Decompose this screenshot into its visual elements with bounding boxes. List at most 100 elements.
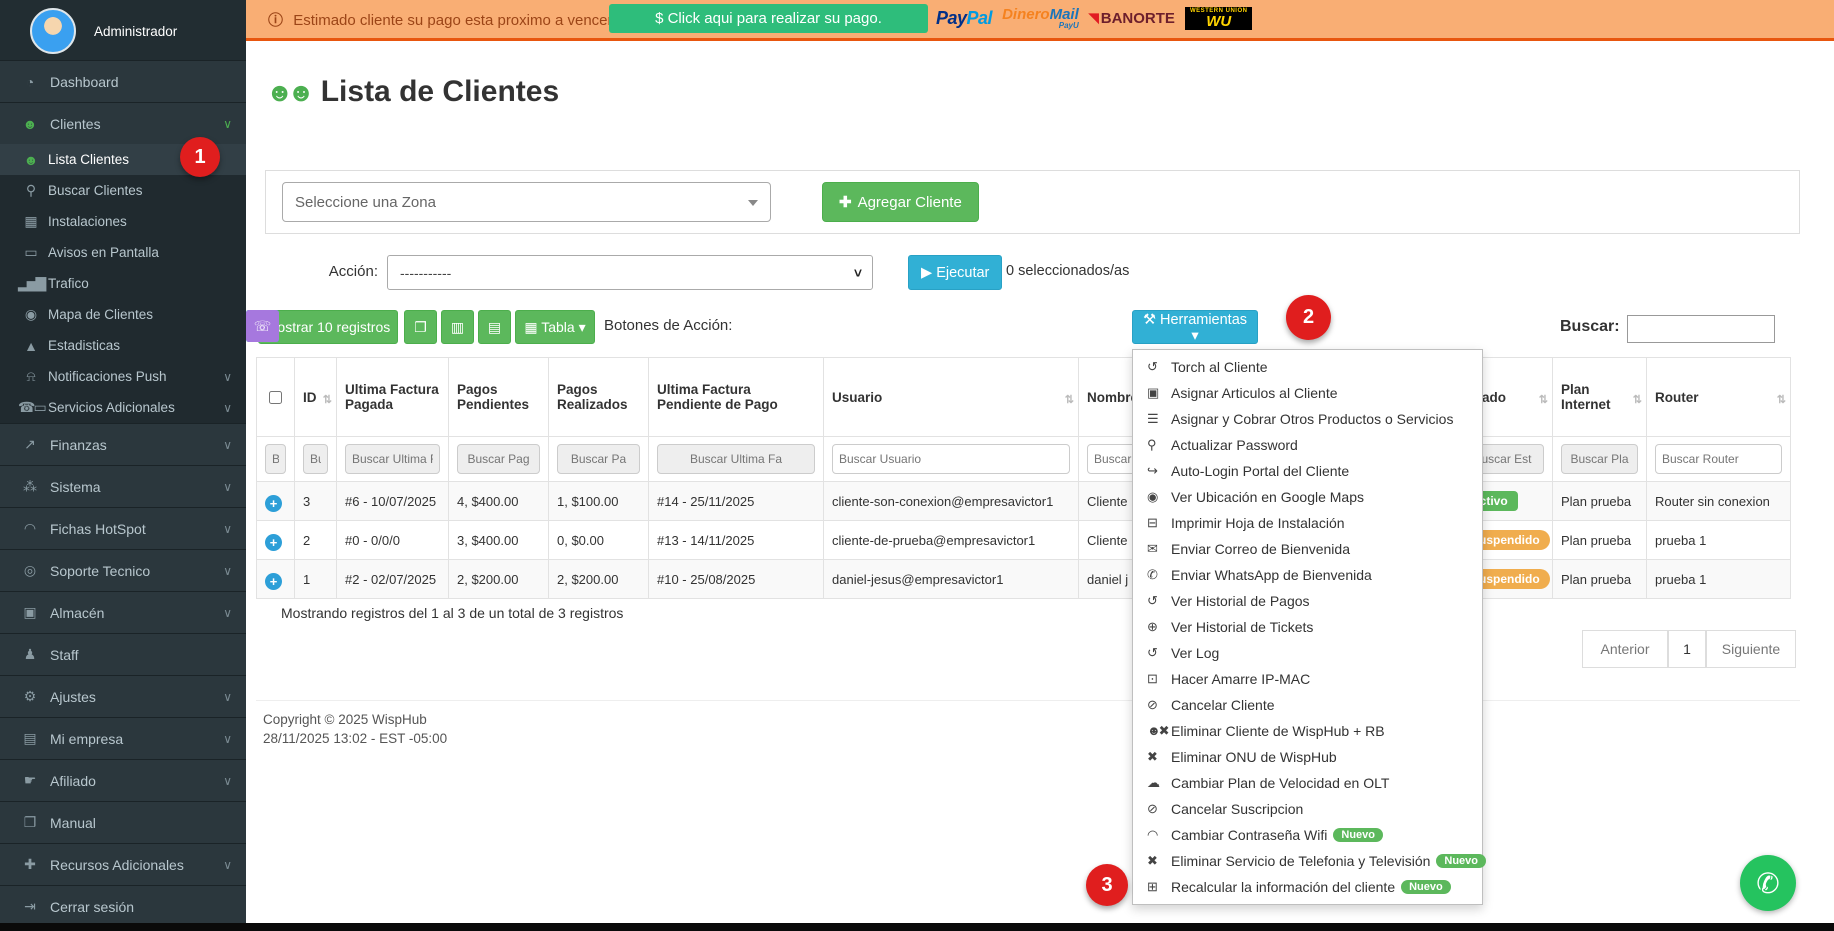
menu-item[interactable]: ☰ Asignar y Cobrar Otros Productos o Ser…: [1133, 406, 1482, 432]
records-summary: Mostrando registros del 1 al 3 de un tot…: [281, 605, 624, 621]
menu-item[interactable]: ↺ Torch al Cliente: [1133, 354, 1482, 380]
menu-item[interactable]: ⊟ Imprimir Hoja de Instalación: [1133, 510, 1482, 536]
export-doc-button[interactable]: ▤: [478, 310, 511, 344]
column-filter-input[interactable]: [832, 444, 1070, 474]
execute-button[interactable]: ▶ Ejecutar: [908, 255, 1003, 290]
sidebar-item[interactable]: ▣ Almacén ∨: [0, 591, 246, 633]
expand-row-button[interactable]: +: [265, 572, 282, 590]
sidebar-item[interactable]: ◔ Dashboard: [0, 60, 246, 102]
menu-item[interactable]: ☻✖ Eliminar Cliente de WispHub + RB: [1133, 718, 1482, 744]
menu-item[interactable]: ⊘ Cancelar Suscripcion: [1133, 796, 1482, 822]
sort-icon[interactable]: ⇅: [1776, 394, 1786, 406]
menu-item[interactable]: ↪ Auto-Login Portal del Cliente: [1133, 458, 1482, 484]
sidebar-item-label: Dashboard: [50, 73, 119, 90]
sidebar-item[interactable]: ◠ Fichas HotSpot ∨: [0, 507, 246, 549]
sidebar-item[interactable]: ⚙ Ajustes ∨: [0, 675, 246, 717]
nuevo-badge: Nuevo: [1401, 880, 1451, 894]
phone-button[interactable]: ☏: [246, 310, 279, 342]
pagination-prev[interactable]: Anterior: [1582, 630, 1668, 668]
sidebar-item[interactable]: ♟ Staff: [0, 633, 246, 675]
menu-item[interactable]: ◠ Cambiar Contraseña Wifi Nuevo: [1133, 822, 1482, 848]
column-header[interactable]: Usuario ⇅: [823, 357, 1079, 437]
sort-icon[interactable]: ⇅: [322, 394, 332, 406]
column-header[interactable]: ID ⇅: [294, 357, 337, 437]
column-filter-input[interactable]: [657, 444, 815, 474]
menu-item[interactable]: ↺ Ver Log: [1133, 640, 1482, 666]
menu-item[interactable]: ⊞ Recalcular la información del cliente …: [1133, 874, 1482, 900]
sidebar-item-label: Staff: [50, 646, 79, 663]
chevron-down-icon: ∨: [223, 773, 232, 788]
menu-item-label: Imprimir Hoja de Instalación: [1171, 515, 1345, 531]
menu-item[interactable]: ⊡ Hacer Amarre IP-MAC: [1133, 666, 1482, 692]
menu-item[interactable]: ☁ Cambiar Plan de Velocidad en OLT: [1133, 770, 1482, 796]
bottom-strip: [0, 923, 1834, 931]
sidebar-item[interactable]: ❐ Manual: [0, 801, 246, 843]
table-view-button[interactable]: ▦ Tabla ▾: [515, 310, 595, 344]
sidebar-item[interactable]: ⁂ Sistema ∨: [0, 465, 246, 507]
column-filter-input[interactable]: [1655, 444, 1782, 474]
column-header[interactable]: Ultima Factura Pagada: [336, 357, 449, 437]
sort-icon[interactable]: ⇅: [1538, 394, 1548, 406]
column-filter-input[interactable]: [303, 444, 328, 474]
sidebar-item[interactable]: ▦ Instalaciones: [0, 206, 246, 237]
copyright: Copyright © 2025 WispHub: [263, 712, 427, 727]
column-filter-input[interactable]: [557, 444, 640, 474]
sidebar-item[interactable]: ▤ Mi empresa ∨: [0, 717, 246, 759]
sidebar-item[interactable]: ◎ Soporte Tecnico ∨: [0, 549, 246, 591]
sidebar-item[interactable]: ↗ Finanzas ∨: [0, 423, 246, 465]
menu-item[interactable]: ✖ Eliminar Servicio de Telefonia y Telev…: [1133, 848, 1487, 874]
server-datetime: 28/11/2025 13:02 - EST -05:00: [263, 731, 448, 746]
sidebar-item[interactable]: ⚲ Buscar Clientes: [0, 175, 246, 206]
sidebar-item[interactable]: ⍾ Notificaciones Push ∨: [0, 361, 246, 392]
export-excel-button[interactable]: ▥: [441, 310, 474, 344]
sidebar-item[interactable]: ☻ Clientes ∨: [0, 102, 246, 144]
annotation-step-3: 3: [1086, 864, 1128, 906]
sidebar-item[interactable]: ⇥ Cerrar sesión: [0, 885, 246, 927]
history-icon: ↺: [1147, 593, 1158, 608]
column-filter-input[interactable]: [457, 444, 540, 474]
menu-item[interactable]: ↺ Ver Historial de Pagos: [1133, 588, 1482, 614]
column-filter-input[interactable]: [265, 444, 286, 474]
sidebar-item[interactable]: ☛ Afiliado ∨: [0, 759, 246, 801]
select-all-checkbox[interactable]: [269, 390, 282, 404]
sidebar-item-label: Manual: [50, 814, 96, 831]
sidebar-item[interactable]: ▭ Avisos en Pantalla: [0, 237, 246, 268]
menu-item[interactable]: ⊘ Cancelar Cliente: [1133, 692, 1482, 718]
column-filter-input[interactable]: [345, 444, 440, 474]
menu-item[interactable]: ✆ Enviar WhatsApp de Bienvenida: [1133, 562, 1482, 588]
expand-row-button[interactable]: +: [265, 494, 282, 512]
sidebar-item[interactable]: ◉ Mapa de Clientes: [0, 299, 246, 330]
show-records-button[interactable]: Mostrar 10 registros: [258, 310, 398, 344]
menu-item[interactable]: ✖ Eliminar ONU de WispHub: [1133, 744, 1482, 770]
copy-button[interactable]: ❐: [404, 310, 437, 344]
column-header[interactable]: Ultima Factura Pendiente de Pago: [648, 357, 824, 437]
sidebar-item[interactable]: ☎▭ Servicios Adicionales ∨: [0, 392, 246, 423]
menu-item[interactable]: ⚲ Actualizar Password: [1133, 432, 1482, 458]
column-header[interactable]: Plan Internet ⇅: [1552, 357, 1647, 437]
herramientas-button[interactable]: ⚒ Herramientas ▾: [1132, 310, 1258, 344]
column-filter-input[interactable]: [1561, 444, 1638, 474]
bar-chart-icon: ▂▅▇: [18, 275, 46, 291]
menu-item[interactable]: ▣ Asignar Articulos al Cliente: [1133, 380, 1482, 406]
pagination-next[interactable]: Siguiente: [1706, 630, 1796, 668]
menu-item[interactable]: ⊕ Ver Historial de Tickets: [1133, 614, 1482, 640]
column-header[interactable]: Router ⇅: [1646, 357, 1791, 437]
menu-item[interactable]: ✉ Enviar Correo de Bienvenida: [1133, 536, 1482, 562]
zone-select[interactable]: Seleccione una Zona: [282, 182, 771, 222]
sidebar-item[interactable]: ▲ Estadisticas: [0, 330, 246, 361]
pay-now-button[interactable]: $ Click aqui para realizar su pago.: [609, 4, 928, 33]
whatsapp-float-button[interactable]: ✆: [1740, 855, 1796, 911]
sort-icon[interactable]: ⇅: [1064, 394, 1074, 406]
sidebar-item[interactable]: ▂▅▇ Trafico: [0, 268, 246, 299]
pagination-page-1[interactable]: 1: [1668, 630, 1706, 668]
times-icon: ✖: [1147, 853, 1158, 868]
sidebar-item[interactable]: ✚ Recursos Adicionales ∨: [0, 843, 246, 885]
search-input[interactable]: [1627, 315, 1775, 343]
add-client-button[interactable]: ✚ Agregar Cliente: [822, 182, 979, 222]
column-header[interactable]: Pagos Pendientes: [448, 357, 549, 437]
column-header[interactable]: Pagos Realizados: [548, 357, 649, 437]
menu-item[interactable]: ◉ Ver Ubicación en Google Maps: [1133, 484, 1482, 510]
expand-row-button[interactable]: +: [265, 533, 282, 551]
sort-icon[interactable]: ⇅: [1632, 394, 1642, 406]
action-select[interactable]: ----------- ˅: [387, 255, 873, 290]
